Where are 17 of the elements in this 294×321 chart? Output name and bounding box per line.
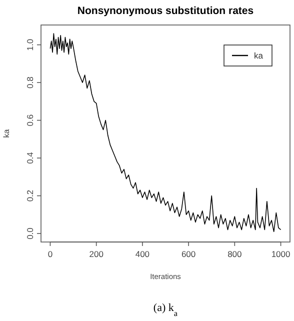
legend-label: ka xyxy=(254,50,264,60)
y-tick-label: 0.0 xyxy=(25,227,35,240)
y-axis-title: ka xyxy=(2,128,11,138)
x-tick-label: 600 xyxy=(181,249,196,259)
text: (a) k$_{a}$ xyxy=(153,302,178,318)
x-tick-label: 0 xyxy=(48,249,53,259)
y-tick-label: 0.6 xyxy=(25,114,35,126)
line-series xyxy=(50,33,282,232)
x-tick-label: 200 xyxy=(89,249,104,259)
y-tick-label: 0.8 xyxy=(25,76,35,88)
y-tick-label: 1.0 xyxy=(25,38,35,51)
y-tick-label: 0.2 xyxy=(25,190,35,202)
x-tick-label: 400 xyxy=(135,249,150,259)
x-tick-label: 800 xyxy=(228,249,242,259)
x-tick-label: 1000 xyxy=(271,249,290,259)
y-tick-label: 0.4 xyxy=(25,152,35,164)
chart-title: Nonsynonymous substitution rates xyxy=(77,5,254,17)
